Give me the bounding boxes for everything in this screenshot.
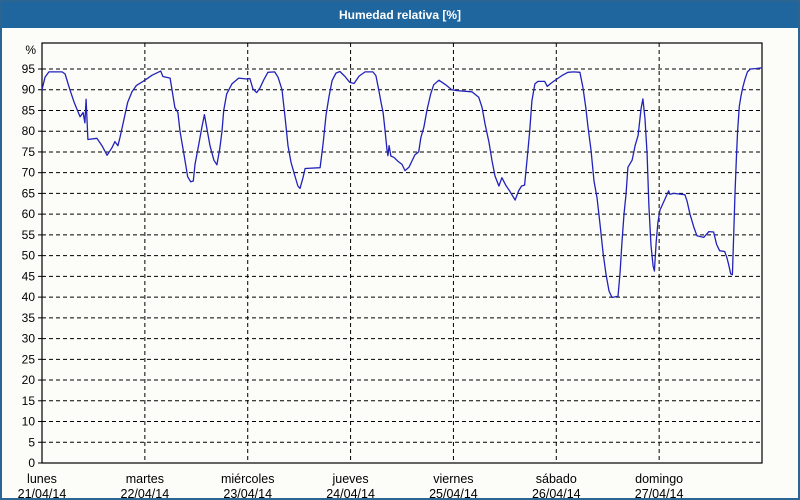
y-tick-label: 60 xyxy=(22,207,36,221)
x-date-label: 22/04/14 xyxy=(121,487,170,500)
window-title: Humedad relativa [%] xyxy=(338,8,462,22)
x-date-label: 26/04/14 xyxy=(532,487,581,500)
y-tick-label: 30 xyxy=(22,332,36,346)
y-tick-label: 90 xyxy=(22,83,36,97)
title-bar: Humedad relativa [%] xyxy=(2,2,798,28)
y-tick-label: 40 xyxy=(22,290,36,304)
y-tick-label: 45 xyxy=(22,269,36,283)
x-day-label: sábado xyxy=(536,472,577,486)
y-tick-label: 65 xyxy=(22,186,36,200)
x-day-label: lunes xyxy=(27,472,57,486)
y-tick-label: 20 xyxy=(22,373,36,387)
y-tick-label: 15 xyxy=(22,394,36,408)
y-tick-label: 0 xyxy=(28,456,35,470)
x-day-label: viernes xyxy=(433,472,473,486)
x-day-label: martes xyxy=(126,472,164,486)
y-tick-label: 70 xyxy=(22,166,36,180)
humidity-line xyxy=(41,67,763,299)
y-tick-label: 5 xyxy=(28,435,35,449)
y-axis-unit-label: % xyxy=(25,43,36,57)
y-tick-label: 95 xyxy=(22,62,36,76)
x-day-label: domingo xyxy=(635,472,683,486)
y-axis-labels: 0 5 10 15 20 25 30 35 40 45 50 55 60 65 70 75 80 85 90 95% xyxy=(22,43,37,470)
x-date-label: 21/04/14 xyxy=(18,487,67,500)
plot-frame xyxy=(41,42,763,464)
x-date-label: 25/04/14 xyxy=(429,487,478,500)
x-day-label: jueves xyxy=(332,472,369,486)
y-tick-label: 55 xyxy=(22,228,36,242)
gridlines xyxy=(42,43,762,463)
y-tick-label: 10 xyxy=(22,415,36,429)
x-date-label: 27/04/14 xyxy=(635,487,684,500)
y-axis-ticks xyxy=(38,68,42,464)
x-date-label: 24/04/14 xyxy=(326,487,375,500)
x-day-label: miércoles xyxy=(221,472,275,486)
x-date-label: 23/04/14 xyxy=(223,487,272,500)
y-tick-label: 80 xyxy=(22,124,36,138)
y-tick-label: 75 xyxy=(22,145,36,159)
y-tick-label: 25 xyxy=(22,352,36,366)
y-tick-label: 50 xyxy=(22,249,36,263)
y-tick-label: 85 xyxy=(22,103,36,117)
y-tick-label: 35 xyxy=(22,311,36,325)
